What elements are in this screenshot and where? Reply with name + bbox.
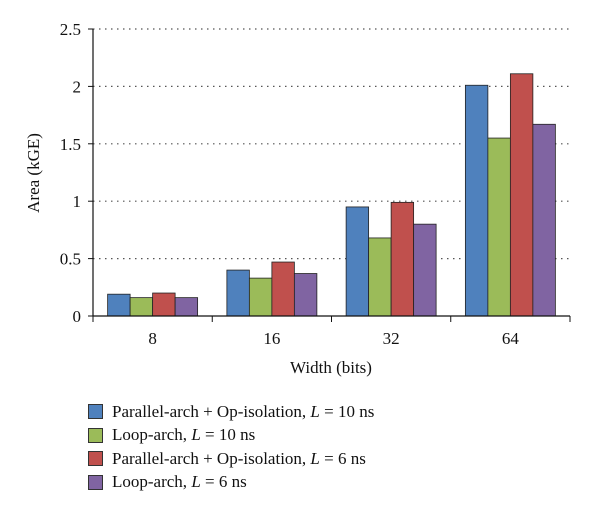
- bar: [413, 223, 437, 317]
- x-tick-label: 64: [502, 329, 520, 348]
- bar: [464, 84, 489, 317]
- y-axis-title: Area (kGE): [24, 133, 43, 213]
- x-axis-title: Width (bits): [290, 358, 372, 377]
- legend: Parallel-arch + Op-isolation, L = 10 ns …: [88, 400, 374, 494]
- bar: [390, 201, 415, 317]
- legend-swatch: [88, 427, 103, 443]
- x-tick-label: 8: [148, 329, 157, 348]
- legend-swatch: [88, 474, 103, 490]
- bar: [532, 123, 556, 317]
- legend-swatch: [88, 404, 103, 420]
- legend-item: Parallel-arch + Op-isolation, L = 6 ns: [88, 447, 374, 471]
- bar: [152, 292, 176, 317]
- x-tick-labels: 8 16 32 64: [148, 329, 519, 348]
- bar: [293, 273, 318, 317]
- legend-item: Loop-arch, L = 6 ns: [88, 471, 374, 495]
- bars: [107, 73, 556, 317]
- x-tick-label: 32: [383, 329, 400, 348]
- legend-label: Parallel-arch + Op-isolation, L = 6 ns: [112, 448, 366, 468]
- legend-item: Parallel-arch + Op-isolation, L = 10 ns: [88, 400, 374, 424]
- legend-item: Loop-arch, L = 10 ns: [88, 424, 374, 448]
- y-tick-label: 1.5: [60, 135, 81, 154]
- legend-label: Loop-arch, L = 6 ns: [112, 472, 247, 492]
- bar: [226, 269, 250, 317]
- bar: [487, 137, 511, 317]
- axes: [88, 28, 571, 322]
- bar: [129, 297, 154, 317]
- bar: [509, 73, 534, 317]
- bar: [345, 206, 370, 317]
- y-tick-label: 2.5: [60, 20, 81, 39]
- x-tick-label: 16: [263, 329, 280, 348]
- bar: [174, 297, 199, 317]
- y-tick-label: 1: [73, 192, 82, 211]
- legend-label: Parallel-arch + Op-isolation, L = 10 ns: [112, 401, 375, 421]
- y-tick-label: 0.5: [60, 250, 81, 269]
- bar: [368, 237, 392, 317]
- bar-chart: 0 0.5 1 1.5 2 2.5 8 16 32 64 Width (bits) Area (…: [24, 20, 571, 377]
- bar: [271, 261, 295, 317]
- bar: [107, 293, 131, 317]
- y-tick-labels: 0 0.5 1 1.5 2 2.5: [60, 20, 81, 326]
- legend-swatch: [88, 451, 103, 467]
- y-tick-label: 2: [73, 77, 82, 96]
- y-tick-label: 0: [73, 307, 82, 326]
- bar: [248, 277, 273, 317]
- legend-label: Loop-arch, L = 10 ns: [112, 425, 256, 445]
- grid-lines: [93, 28, 570, 260]
